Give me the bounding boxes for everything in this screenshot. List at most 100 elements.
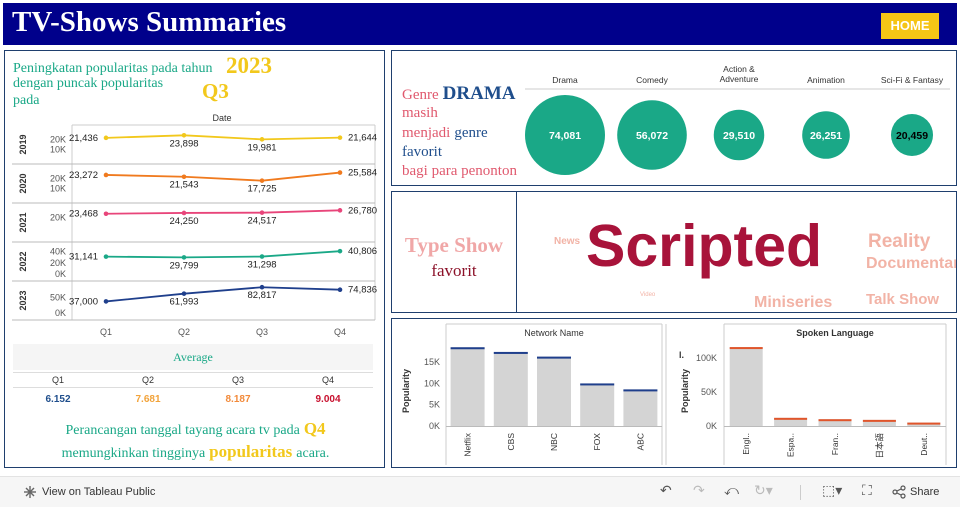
network-language-bar-charts: Network Name Spoken Language Popularity … — [401, 323, 947, 465]
data-point[interactable] — [103, 211, 109, 217]
data-label: 23,898 — [169, 138, 198, 149]
average-header-q1: Q1 — [51, 375, 64, 385]
bar[interactable] — [818, 419, 852, 426]
footer-note-line1: Perancangan tanggal tayang acara tv pada… — [5, 419, 384, 439]
data-point[interactable] — [337, 135, 343, 140]
home-button[interactable]: HOME — [881, 13, 939, 39]
trend-panel: Peningkatan popularitas pada tahun denga… — [4, 50, 385, 468]
header-bar: TV-Shows Summaries HOME — [3, 3, 957, 45]
x-tick-label: Q2 — [178, 327, 190, 337]
data-point[interactable] — [103, 299, 109, 304]
word-documentary: Documentary — [866, 255, 956, 272]
genre-note-menjadi: menjadi — [402, 125, 451, 141]
data-point[interactable] — [181, 210, 187, 216]
genre-note-line2: masih — [402, 105, 438, 121]
refresh-icon[interactable]: ↻▾ — [754, 482, 773, 498]
type-show-panel: Type Show favorit Scripted Reality Docum… — [391, 191, 957, 313]
revert-icon[interactable]: ⤺ — [724, 482, 739, 498]
data-point[interactable] — [103, 254, 109, 259]
data-label: 24,250 — [169, 216, 198, 227]
genre-value-label: 20,459 — [896, 130, 928, 142]
word-video: Video — [640, 292, 656, 298]
share-button[interactable]: Share — [910, 486, 940, 498]
series-line — [105, 209, 341, 215]
genre-value-label: 74,081 — [549, 130, 581, 142]
genre-bubble-chart: Drama 74,081 Comedy 56,072 Action &Adventure… — [525, 64, 950, 175]
genre-label: Drama — [552, 75, 578, 85]
data-label: 40,806 — [348, 246, 377, 257]
genre-bubble[interactable] — [617, 100, 687, 170]
year-label: 2019 — [18, 134, 28, 154]
bar-category-label: Espa.. — [786, 433, 796, 457]
genre-bubble[interactable] — [890, 113, 934, 157]
genre-panel: Genre DRAMA masih menjadi genre favorit … — [391, 50, 957, 186]
series-line — [105, 250, 341, 259]
bar[interactable] — [623, 389, 658, 426]
share-icon[interactable] — [892, 485, 908, 501]
data-label: 31,298 — [247, 260, 276, 271]
data-point[interactable] — [181, 291, 187, 296]
redo-icon[interactable]: ↷ — [693, 482, 705, 498]
language-chart-title: Spoken Language — [796, 328, 874, 338]
genre-value-label: 56,072 — [636, 130, 668, 142]
bar[interactable] — [493, 351, 528, 426]
genre-bubble[interactable] — [802, 111, 850, 159]
genre-label: Action & — [723, 64, 755, 74]
type-show-title: Type Show — [404, 233, 504, 257]
year-label: 2023 — [18, 290, 28, 310]
data-point[interactable] — [337, 287, 343, 293]
bar-y-tick-label: 10K — [424, 378, 440, 388]
bar[interactable] — [537, 356, 571, 426]
data-point[interactable] — [337, 208, 343, 213]
y-tick-label: 20K — [50, 212, 66, 222]
bar-y-tick-label: 100K — [696, 353, 717, 363]
bar-category-label: Engl.. — [741, 433, 751, 455]
bar[interactable] — [450, 347, 485, 426]
fullscreen-icon[interactable]: ⛶ — [862, 482, 872, 498]
data-point[interactable] — [181, 174, 187, 180]
data-point[interactable] — [103, 172, 109, 178]
undo-icon[interactable]: ↶ — [660, 482, 672, 498]
word-talk-show: Talk Show — [866, 291, 940, 308]
genre-label: Animation — [807, 75, 845, 85]
data-point[interactable] — [259, 137, 265, 142]
data-point[interactable] — [337, 248, 343, 254]
data-label: 29,799 — [169, 260, 198, 271]
genre-bubble[interactable] — [525, 95, 605, 175]
toolbar-divider — [800, 485, 801, 500]
data-point[interactable] — [259, 284, 265, 290]
y-tick-label: 0K — [55, 269, 66, 279]
bar-category-label: CBS — [506, 433, 516, 451]
genre-bubble[interactable] — [713, 109, 765, 161]
average-value-q4: 9.004 — [315, 394, 341, 405]
data-point[interactable] — [259, 178, 265, 183]
y-tick-label: 10K — [50, 145, 66, 155]
bar-category-label: Fran.. — [830, 433, 840, 455]
bar-top-highlight — [907, 422, 941, 425]
footer-note-text1: Perancangan tanggal tayang acara tv pada — [65, 423, 300, 438]
genre-note-line1: Genre DRAMA — [402, 83, 515, 105]
bar[interactable] — [774, 417, 808, 426]
data-label: 26,780 — [348, 205, 377, 216]
bar[interactable] — [862, 419, 896, 426]
data-point[interactable] — [259, 254, 265, 259]
view-on-tableau-link[interactable]: View on Tableau Public — [42, 486, 156, 498]
genre-note-line3: menjadi genre — [402, 124, 488, 142]
data-point[interactable] — [181, 255, 187, 260]
bar[interactable] — [729, 347, 763, 426]
series-line — [105, 286, 341, 303]
footer-note-q4: Q4 — [303, 419, 326, 438]
data-point[interactable] — [103, 135, 109, 141]
y-tick-label: 20K — [50, 173, 66, 183]
data-point[interactable] — [337, 170, 343, 175]
data-point[interactable] — [259, 210, 265, 215]
download-icon[interactable]: ⬚▾ — [822, 482, 843, 498]
data-label: 24,517 — [247, 216, 276, 227]
tableau-toolbar: View on Tableau Public ↶ ↷ ⤺ ↻▾ ⬚▾ ⛶ Sha… — [0, 476, 960, 507]
bar-charts-panel: Network Name Spoken Language Popularity … — [391, 318, 957, 468]
y-tick-label: 0K — [55, 308, 66, 318]
bar[interactable] — [580, 383, 615, 426]
trend-note-line1: Peningkatan popularitas pada tahun — [13, 61, 213, 76]
data-point[interactable] — [181, 133, 187, 138]
line-chart-title: Date — [212, 113, 231, 123]
